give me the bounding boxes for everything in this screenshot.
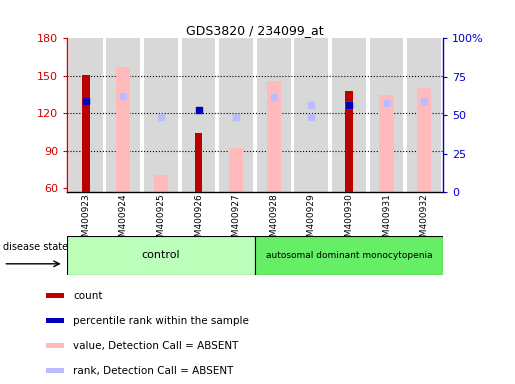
Text: control: control — [142, 250, 180, 260]
Bar — [182, 38, 215, 192]
Bar — [370, 38, 403, 192]
Bar — [46, 368, 64, 373]
Bar — [46, 343, 64, 348]
Bar — [295, 38, 328, 192]
Bar — [267, 81, 281, 192]
Text: disease state: disease state — [3, 242, 68, 252]
Bar — [417, 88, 431, 192]
Text: percentile rank within the sample: percentile rank within the sample — [73, 316, 249, 326]
Bar — [46, 293, 64, 298]
Text: rank, Detection Call = ABSENT: rank, Detection Call = ABSENT — [73, 366, 233, 376]
Bar — [332, 38, 366, 192]
Bar — [154, 174, 168, 192]
Bar — [380, 94, 393, 192]
Bar — [257, 38, 290, 192]
Bar — [219, 38, 253, 192]
Bar — [195, 133, 202, 192]
Bar — [345, 91, 353, 192]
Bar — [69, 38, 102, 192]
Bar — [407, 38, 441, 192]
Bar — [82, 74, 90, 192]
Bar — [107, 38, 140, 192]
Bar — [229, 148, 243, 192]
Bar — [116, 67, 130, 192]
FancyBboxPatch shape — [67, 236, 255, 275]
Text: count: count — [73, 291, 102, 301]
Bar — [46, 318, 64, 323]
Bar — [144, 38, 178, 192]
Text: value, Detection Call = ABSENT: value, Detection Call = ABSENT — [73, 341, 238, 351]
FancyBboxPatch shape — [255, 236, 443, 275]
Title: GDS3820 / 234099_at: GDS3820 / 234099_at — [186, 24, 324, 37]
Text: autosomal dominant monocytopenia: autosomal dominant monocytopenia — [266, 251, 432, 260]
